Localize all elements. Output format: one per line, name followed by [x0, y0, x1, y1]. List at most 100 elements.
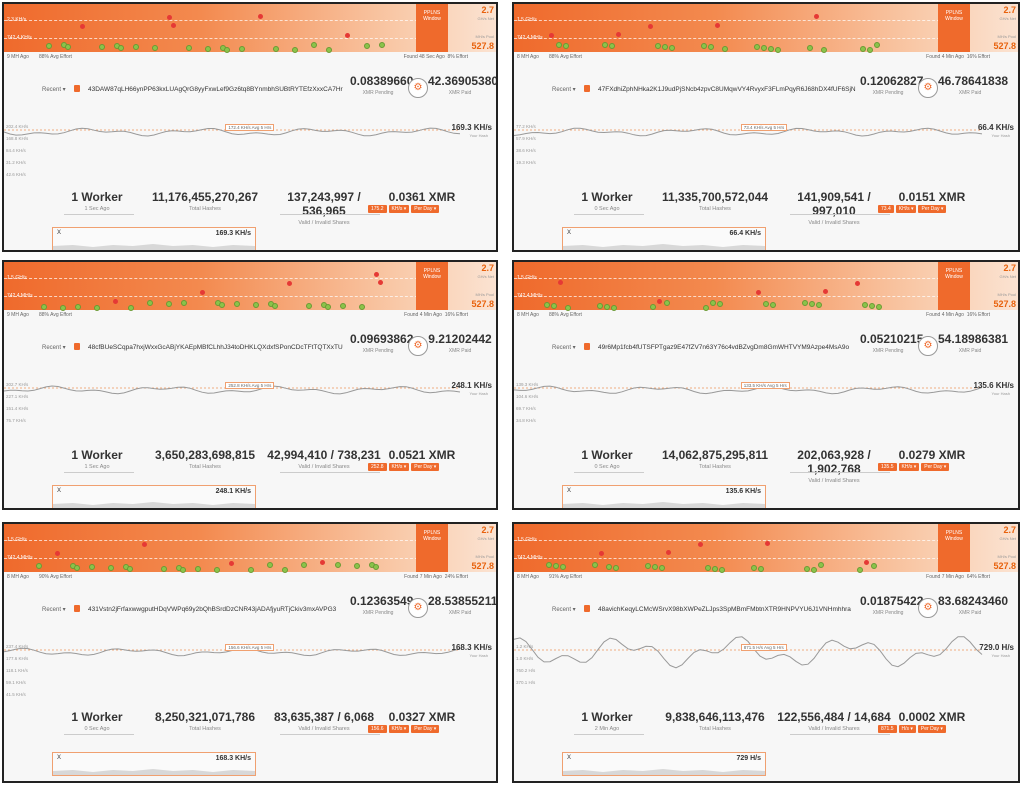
payout-threshold-icon[interactable]: ⚙: [918, 336, 938, 356]
worker-mini-chart[interactable]: X 135.6 KH/s: [562, 485, 766, 508]
recent-dropdown[interactable]: Recent ▾: [552, 87, 576, 93]
pool-hashrate-banner: 1.5 GH/s 742.4 MH/s PPLNS Window 2.7 GH/…: [4, 524, 496, 573]
y-axis-label: 19.3 KH/s: [516, 160, 536, 165]
xmr-pending: 0.05210215 XMR Pending: [860, 332, 924, 354]
miner-hashrate-chart: [514, 636, 983, 669]
payout-threshold-icon[interactable]: ⚙: [408, 598, 428, 618]
recent-dropdown[interactable]: Recent ▾: [42, 607, 66, 613]
banner-y-top: 1.5 GH/s: [517, 17, 537, 23]
close-icon[interactable]: X: [567, 755, 572, 761]
block-found-dot: [715, 23, 720, 28]
block-found-dot: [765, 541, 770, 546]
worker-mini-chart[interactable]: X 168.3 KH/s: [52, 752, 256, 776]
worker-mini-chart[interactable]: X 66.4 KH/s: [562, 227, 766, 250]
current-hashrate: 729.0 H/s: [979, 643, 1014, 652]
payout-threshold-icon[interactable]: ⚙: [918, 78, 938, 98]
close-icon[interactable]: X: [57, 755, 62, 761]
rate-input[interactable]: 135.5: [878, 463, 897, 471]
rate-input[interactable]: 156.6: [368, 725, 387, 733]
worker-count[interactable]: 1 Worker 1 Sec Ago: [71, 190, 123, 212]
unit-select[interactable]: KH/s ▾: [388, 463, 410, 471]
avg-hashrate-label: 252.8 KH/s Avg 5 Hrs: [225, 382, 275, 389]
pool-unit: MH/s Pool: [475, 34, 494, 39]
trash-icon[interactable]: [584, 85, 590, 92]
network-unit: GH/s Net: [999, 536, 1016, 541]
share-dot: [876, 304, 882, 310]
y-axis-label: 75.7 KH/s: [6, 418, 26, 423]
period-select[interactable]: Per Day ▾: [411, 725, 440, 733]
trash-icon[interactable]: [74, 605, 80, 612]
share-dot: [273, 46, 279, 52]
pplns-window: PPLNS Window: [416, 4, 448, 52]
worker-mini-chart[interactable]: X 729 H/s: [562, 752, 766, 776]
period-select[interactable]: Per Day ▾: [917, 725, 946, 733]
period-select[interactable]: Per Day ▾: [411, 205, 440, 213]
shares: 137,243,997 / 536,965 Valid / Invalid Sha…: [287, 190, 361, 226]
share-dot: [556, 42, 562, 48]
worker-count[interactable]: 1 Worker 1 Sec Ago: [71, 448, 123, 470]
last-hash-age: 8 MH Ago: [517, 574, 539, 580]
banner-y-top: 1.5 GH/s: [517, 537, 537, 543]
rate-input[interactable]: 175.2: [368, 205, 387, 213]
payout-threshold-icon[interactable]: ⚙: [918, 598, 938, 618]
period-select[interactable]: Per Day ▾: [918, 205, 947, 213]
share-dot: [60, 305, 66, 311]
period-select[interactable]: Per Day ▾: [411, 463, 440, 471]
y-axis-label: 57.9 KH/s: [516, 136, 536, 141]
earnings-calculator: 73.4 KH/s ▾ Per Day ▾: [878, 205, 947, 213]
share-dot: [186, 45, 192, 51]
worker-mini-chart[interactable]: X 248.1 KH/s: [52, 485, 256, 508]
wallet-address: 431Vstn2jFrfaxwwgputHDqVWPq69y2bQhBSrdDz…: [88, 606, 337, 613]
block-found-dot: [55, 551, 60, 556]
share-dot: [128, 305, 134, 311]
total-hashes: 8,250,321,071,786 Total Hashes: [154, 710, 256, 732]
trash-icon[interactable]: [74, 85, 80, 92]
unit-select[interactable]: KH/s ▾: [895, 205, 917, 213]
close-icon[interactable]: X: [567, 230, 572, 236]
close-icon[interactable]: X: [57, 230, 62, 236]
worker-hashrate: 248.1 KH/s: [215, 488, 251, 495]
trash-icon[interactable]: [74, 343, 80, 350]
pool-hashrate-banner: 2.3 KH/s 742.4 KH/s PPLNS Window 2.7 GH/…: [4, 4, 496, 53]
share-dot: [335, 562, 341, 568]
unit-select[interactable]: H/s ▾: [898, 725, 916, 733]
worker-count[interactable]: 1 Worker 0 Sec Ago: [581, 448, 633, 470]
banner-y-mid: 742.4 MH/s: [517, 555, 543, 561]
rate-input[interactable]: 252.8: [368, 463, 387, 471]
shares: 202,063,928 / 1,902,768 Valid / Invalid S…: [797, 448, 871, 484]
block-found-dot: [258, 14, 263, 19]
unit-select[interactable]: KH/s ▾: [388, 725, 410, 733]
miner-panel: 2.3 KH/s 742.4 KH/s PPLNS Window 2.7 GH/…: [2, 2, 498, 252]
share-dot: [669, 45, 675, 51]
avg-effort: 88% Avg Effort: [549, 312, 582, 318]
unit-select[interactable]: KH/s ▾: [898, 463, 920, 471]
trash-icon[interactable]: [584, 343, 590, 350]
block-found-dot: [171, 23, 176, 28]
share-dot: [46, 43, 52, 49]
y-axis-label: 69.7 KH/s: [516, 406, 536, 411]
pplns-window: PPLNS Window: [938, 4, 970, 52]
share-dot: [311, 42, 317, 48]
hashrate-line: [514, 385, 983, 395]
payout-threshold-icon[interactable]: ⚙: [408, 78, 428, 98]
payout-threshold-icon[interactable]: ⚙: [408, 336, 428, 356]
rate-input[interactable]: 871.5: [878, 725, 897, 733]
worker-count[interactable]: 1 Worker 0 Sec Ago: [71, 710, 123, 732]
worker-count[interactable]: 1 Worker 0 Sec Ago: [581, 190, 633, 212]
pool-unit: MH/s Pool: [997, 34, 1016, 39]
rate-input[interactable]: 73.4: [878, 205, 894, 213]
unit-select[interactable]: KH/s ▾: [388, 205, 410, 213]
period-select[interactable]: Per Day ▾: [921, 463, 950, 471]
recent-dropdown[interactable]: Recent ▾: [42, 345, 66, 351]
pool-hashrate-banner: 1.5 GH/s 742.4 MH/s PPLNS Window 2.7 GH/…: [514, 4, 1018, 53]
recent-dropdown[interactable]: Recent ▾: [552, 345, 576, 351]
worker-count[interactable]: 1 Worker 2 Min Ago: [581, 710, 633, 732]
close-icon[interactable]: X: [57, 488, 62, 494]
trash-icon[interactable]: [584, 605, 590, 612]
earnings-calculator: 871.5 H/s ▾ Per Day ▾: [878, 725, 946, 733]
worker-mini-chart[interactable]: X 169.3 KH/s: [52, 227, 256, 250]
close-icon[interactable]: X: [567, 488, 572, 494]
recent-dropdown[interactable]: Recent ▾: [552, 607, 576, 613]
recent-dropdown[interactable]: Recent ▾: [42, 87, 66, 93]
earnings: 0.0521 XMR: [388, 448, 456, 462]
